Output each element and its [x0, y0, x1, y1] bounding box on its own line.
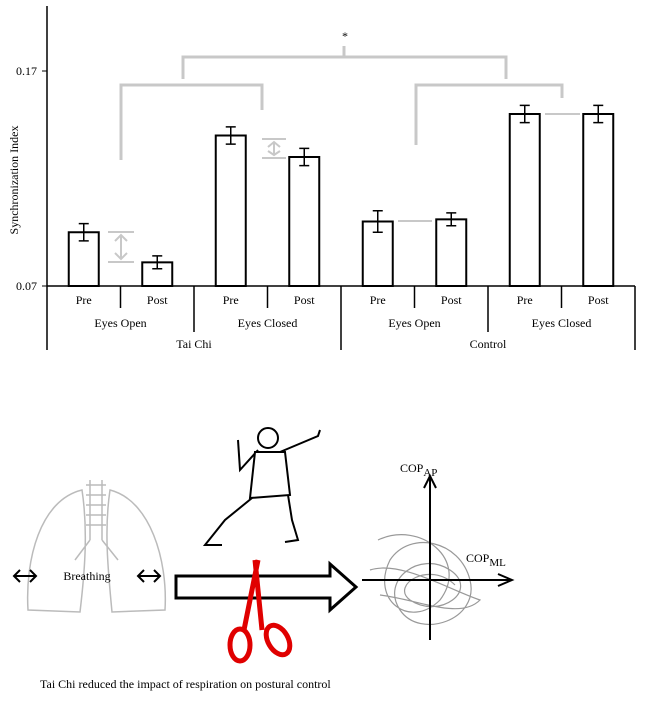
breathing-label: Breathing [63, 569, 110, 583]
hollow-arrow [174, 560, 359, 614]
x-tick-label: Post [441, 293, 462, 307]
x-tick-label: Post [147, 293, 168, 307]
error-bar [78, 222, 89, 242]
breathing-arrows [12, 569, 162, 583]
cop-ap-label: COPAP [400, 461, 437, 479]
supergroup-label: Control [470, 337, 507, 351]
cop-ap-sub: AP [423, 467, 437, 479]
bar [508, 113, 541, 287]
x-tick-label: Pre [76, 293, 92, 307]
x-tick-label: Pre [370, 293, 386, 307]
error-bar [372, 210, 383, 233]
lungs [26, 480, 167, 613]
x-tick-label: Pre [517, 293, 533, 307]
bar [582, 113, 615, 287]
supergroup-label: Tai Chi [176, 337, 212, 351]
bar [288, 156, 321, 287]
bar [67, 231, 100, 287]
error-bar [593, 104, 604, 124]
x-tick-label: Post [588, 293, 609, 307]
error-bar [519, 104, 530, 124]
y-tick-label: 0.17 [16, 64, 37, 78]
caption: Tai Chi reduced the impact of respiratio… [40, 677, 331, 691]
cop-ap-base: COP [400, 461, 424, 475]
bar [214, 134, 247, 287]
cop-plot [362, 473, 515, 640]
group-label: Eyes Open [94, 316, 146, 330]
x-tick-label: Post [294, 293, 315, 307]
cop-ml-label: COPML [466, 551, 506, 569]
y-axis-label: Synchronization Index [7, 126, 21, 235]
scissors [227, 559, 293, 664]
group-label: Eyes Closed [238, 316, 298, 330]
cop-ml-sub: ML [489, 557, 506, 569]
y-tick-label: 0.07 [16, 279, 37, 293]
x-tick-label: Pre [223, 293, 239, 307]
tai-chi-figure [202, 427, 321, 546]
group-label: Eyes Open [388, 316, 440, 330]
error-bar [225, 126, 236, 145]
comparison-brackets [108, 46, 580, 263]
error-bar [446, 212, 457, 227]
error-bar [299, 147, 310, 167]
cop-ml-base: COP [466, 551, 490, 565]
significance-marker: * [342, 29, 348, 43]
error-bar [152, 255, 163, 270]
group-label: Eyes Closed [532, 316, 592, 330]
bar [435, 218, 468, 288]
